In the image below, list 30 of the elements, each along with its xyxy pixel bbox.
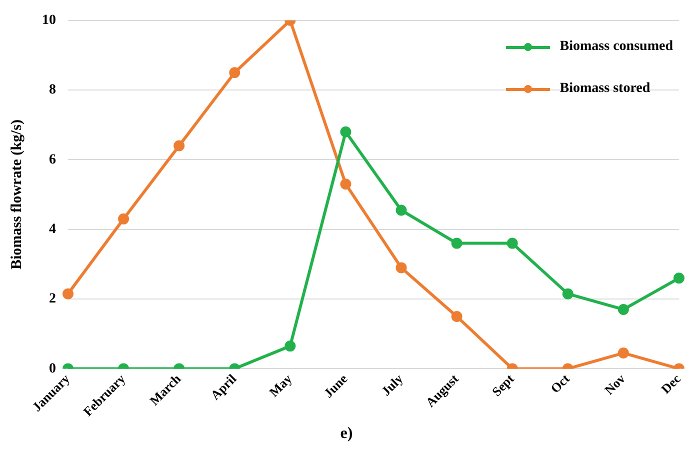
y-tick-label: 10 [42,13,56,28]
y-tick-label: 8 [49,82,56,98]
y-axis-title: Biomass flowrate (kg/s) [8,120,25,270]
y-tick-label: 4 [49,222,56,237]
point [174,140,185,152]
point [396,204,407,216]
point [562,288,574,300]
point [62,288,74,300]
text: e) [339,425,354,443]
x-tick-label: July [378,370,406,399]
x-tick-label: Nov [601,370,628,398]
legend-label: Biomass stored [560,81,650,98]
y-tick-label: 6 [49,152,56,168]
point [340,178,352,190]
x-tick-label: Oct [547,370,573,396]
legend-label: Biomass consumed [560,39,673,56]
point [340,126,352,138]
point [118,213,130,224]
x-tick-label: May [266,370,296,400]
point [673,272,684,284]
y-tick-label: 0 [49,361,56,376]
x-tick-label: Dec [658,370,684,397]
x-tick-label: Sept [488,370,518,400]
point [506,238,518,249]
point [396,262,407,274]
point [451,238,462,249]
y-tick-label: 2 [49,292,56,307]
x-tick-label: June [320,370,350,401]
point [451,310,462,322]
point [618,304,629,315]
